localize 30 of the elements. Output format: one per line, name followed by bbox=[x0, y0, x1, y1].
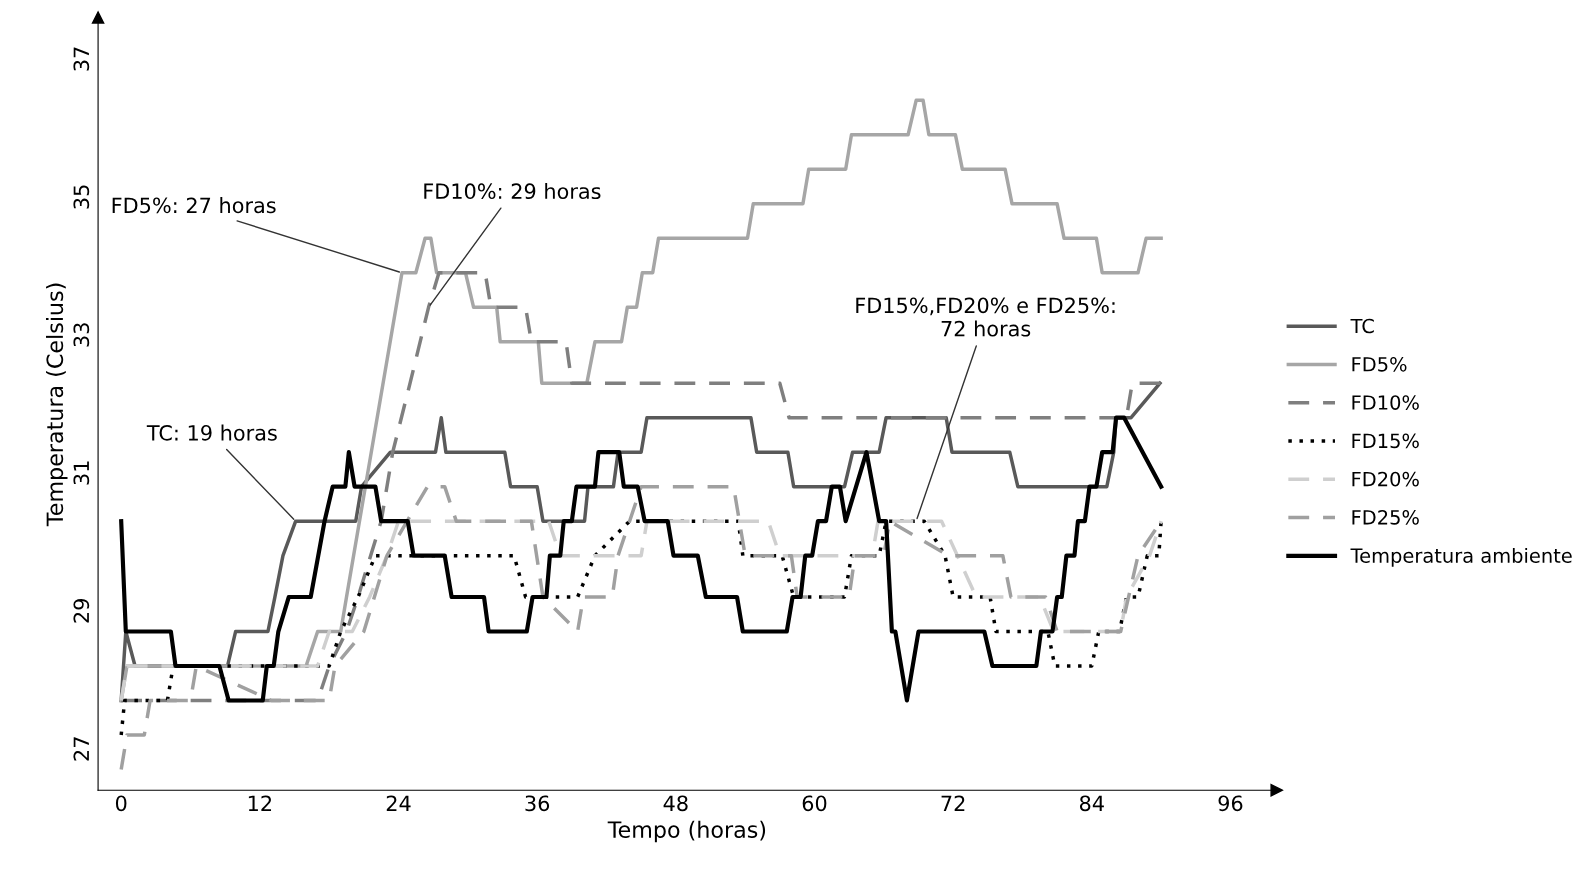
x-axis-title: Tempo (horas) bbox=[607, 820, 766, 843]
y-axis-title: Temperatura (Celsius) bbox=[46, 283, 68, 527]
y-tick-label: 37 bbox=[73, 47, 90, 71]
y-tick-label: 29 bbox=[73, 599, 90, 623]
legend-label: Temperatura ambiente bbox=[1350, 547, 1572, 567]
annotation: FD15%,FD20% e FD25%: 72 horas bbox=[856, 297, 1115, 337]
legend-label: TC bbox=[1350, 318, 1374, 334]
x-tick-label: 96 bbox=[1218, 795, 1243, 812]
line-series bbox=[119, 271, 1163, 703]
x-tick-label: 36 bbox=[525, 795, 550, 812]
y-tick-label: 35 bbox=[73, 185, 90, 209]
x-tick-label: 60 bbox=[802, 795, 827, 812]
legend-label: FD15% bbox=[1352, 433, 1419, 449]
legend-label: FD10% bbox=[1352, 395, 1419, 410]
x-tick-label: 12 bbox=[248, 795, 272, 811]
y-tick-label: 33 bbox=[73, 323, 90, 347]
y-tick-label: 31 bbox=[73, 461, 90, 485]
line-series bbox=[119, 519, 1163, 703]
y-tick-label: 27 bbox=[73, 737, 89, 761]
annotation: FD10%: 29 horas bbox=[424, 182, 601, 200]
x-tick-label: 24 bbox=[386, 795, 411, 811]
x-tick-label: 84 bbox=[1079, 795, 1104, 812]
legend-label: FD20% bbox=[1352, 471, 1419, 487]
x-tick-label: 0 bbox=[115, 795, 127, 812]
legend-label: FD5% bbox=[1352, 356, 1407, 372]
x-tick-label: 48 bbox=[663, 795, 688, 812]
legend-label: FD25% bbox=[1352, 509, 1419, 525]
x-tick-label: 72 bbox=[941, 795, 965, 811]
annotation: FD5%: 27 horas bbox=[112, 197, 276, 214]
annotation: TC: 19 horas bbox=[146, 424, 277, 441]
